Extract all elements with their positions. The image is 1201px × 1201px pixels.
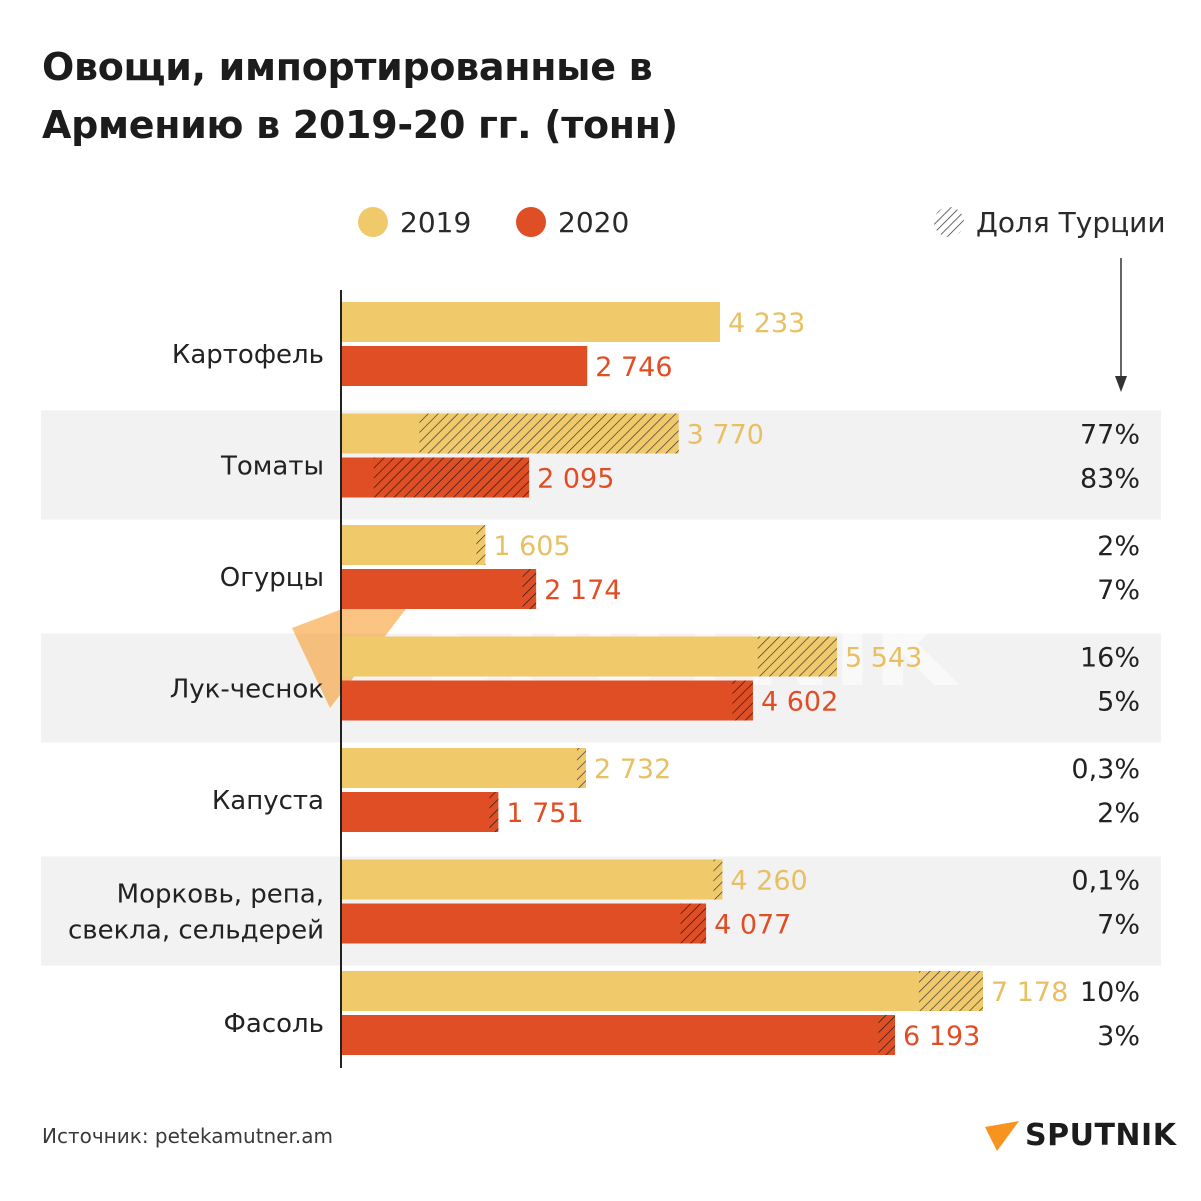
turkey-share-label: 3% — [1097, 1021, 1140, 1052]
legend-swatch-2020 — [516, 207, 546, 237]
turkey-share-hatch — [419, 413, 679, 454]
turkey-share-hatch — [918, 971, 983, 1011]
legend-label-2020: 2020 — [558, 205, 630, 239]
arrow-down-icon — [1115, 376, 1127, 392]
legend-label-turkey-share: Доля Турции — [976, 205, 1166, 239]
turkey-share-label: 0,3% — [1071, 754, 1140, 785]
bar-2019 — [342, 748, 586, 788]
data-label-2019: 4 233 — [728, 308, 805, 339]
category-label: свекла, сельдерей — [68, 916, 324, 946]
legend-item-turkey-share: Доля Турции — [934, 200, 1166, 244]
bar-2019 — [342, 636, 837, 677]
data-label-2019: 5 543 — [845, 643, 922, 674]
turkey-share-hatch — [680, 903, 707, 944]
bar-2020 — [342, 569, 537, 609]
turkey-share-hatch — [757, 636, 837, 677]
legend-item-2020: 2020 — [516, 200, 629, 244]
turkey-share-label: 83% — [1080, 464, 1140, 495]
bar-2020 — [342, 680, 753, 721]
data-label-2020: 4 077 — [714, 910, 791, 941]
category-label: Томаты — [220, 452, 324, 482]
category-label: Капуста — [212, 786, 324, 816]
turkey-share-label: 0,1% — [1071, 866, 1140, 897]
turkey-share-label: 10% — [1080, 977, 1140, 1008]
category-label: Морковь, репа, — [117, 880, 324, 910]
turkey-share-hatch — [476, 525, 486, 565]
turkey-share-label: 2% — [1097, 798, 1140, 829]
turkey-share-label: 7% — [1097, 575, 1140, 606]
category-label: Фасоль — [224, 1009, 324, 1039]
data-label-2020: 1 751 — [506, 798, 583, 829]
title-line-1: Овощи, импортированные в — [42, 45, 653, 89]
data-label-2020: 2 174 — [544, 575, 621, 606]
turkey-share-label: 77% — [1080, 420, 1140, 451]
bar-2020 — [342, 903, 707, 944]
bar-2020 — [342, 1015, 896, 1055]
data-label-2019: 1 605 — [493, 531, 570, 562]
bar-2019 — [342, 971, 983, 1011]
bar-2020 — [342, 792, 499, 832]
category-label: Картофель — [172, 340, 324, 370]
brand-name: SPUTNIK — [1025, 1118, 1177, 1153]
turkey-share-label: 5% — [1097, 687, 1140, 718]
turkey-share-label: 16% — [1080, 643, 1140, 674]
data-label-2020: 4 602 — [761, 687, 838, 718]
data-label-2019: 4 260 — [730, 866, 807, 897]
data-label-2019: 3 770 — [687, 420, 764, 451]
turkey-share-hatch — [489, 792, 499, 832]
brand-logo: SPUTNIK — [985, 1118, 1176, 1153]
bar-2019 — [342, 302, 721, 342]
turkey-share-hatch — [522, 569, 537, 609]
data-label-2019: 2 732 — [594, 754, 671, 785]
turkey-share-label: 2% — [1097, 531, 1140, 562]
legend-swatch-turkey-hatch — [934, 207, 964, 237]
turkey-share-hatch — [878, 1015, 896, 1055]
category-label: Огурцы — [220, 563, 324, 593]
data-label-2020: 6 193 — [903, 1021, 980, 1052]
bar-2020 — [342, 346, 588, 386]
bar-2019 — [342, 859, 723, 900]
legend-item-2019: 2019 — [358, 200, 471, 244]
bar-2019 — [342, 525, 486, 565]
source-note: Источник: petekamutner.am — [42, 1124, 334, 1148]
legend-label-2019: 2019 — [400, 205, 472, 239]
sputnik-logo-icon — [985, 1120, 1019, 1151]
category-label: Лук-чеснок — [170, 675, 324, 705]
turkey-share-hatch — [713, 859, 723, 900]
data-label-2019: 7 178 — [991, 977, 1068, 1008]
turkey-share-hatch — [576, 748, 586, 788]
data-label-2020: 2 095 — [537, 464, 614, 495]
chart-title: Овощи, импортированные в Армению в 2019-… — [42, 38, 1142, 154]
title-line-2: Армению в 2019-20 гг. (тонн) — [42, 103, 678, 147]
legend-swatch-2019 — [358, 207, 388, 237]
turkey-share-hatch — [373, 457, 530, 498]
turkey-share-label: 7% — [1097, 910, 1140, 941]
turkey-share-hatch — [732, 680, 753, 721]
data-label-2020: 2 746 — [595, 352, 672, 383]
